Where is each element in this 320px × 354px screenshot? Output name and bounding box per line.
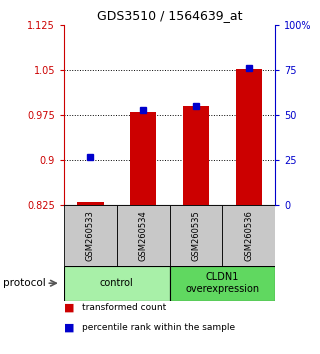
Bar: [170, 266, 275, 301]
Text: GSM260535: GSM260535: [191, 210, 201, 261]
Text: ■: ■: [64, 303, 75, 313]
Text: protocol: protocol: [3, 278, 46, 288]
Text: GSM260533: GSM260533: [86, 210, 95, 261]
Text: transformed count: transformed count: [82, 303, 166, 313]
Bar: [130, 112, 156, 205]
Bar: [77, 202, 104, 205]
Text: GDS3510 / 1564639_at: GDS3510 / 1564639_at: [97, 9, 242, 22]
Bar: [64, 205, 117, 266]
Text: ■: ■: [64, 322, 75, 332]
Text: GSM260534: GSM260534: [139, 210, 148, 261]
Text: percentile rank within the sample: percentile rank within the sample: [82, 323, 235, 332]
Bar: [222, 205, 275, 266]
Bar: [236, 69, 262, 205]
Text: GSM260536: GSM260536: [244, 210, 253, 261]
Text: control: control: [100, 278, 134, 288]
Bar: [117, 205, 170, 266]
Bar: [64, 266, 170, 301]
Text: CLDN1
overexpression: CLDN1 overexpression: [185, 272, 260, 294]
Bar: [183, 106, 209, 205]
Bar: [170, 205, 222, 266]
